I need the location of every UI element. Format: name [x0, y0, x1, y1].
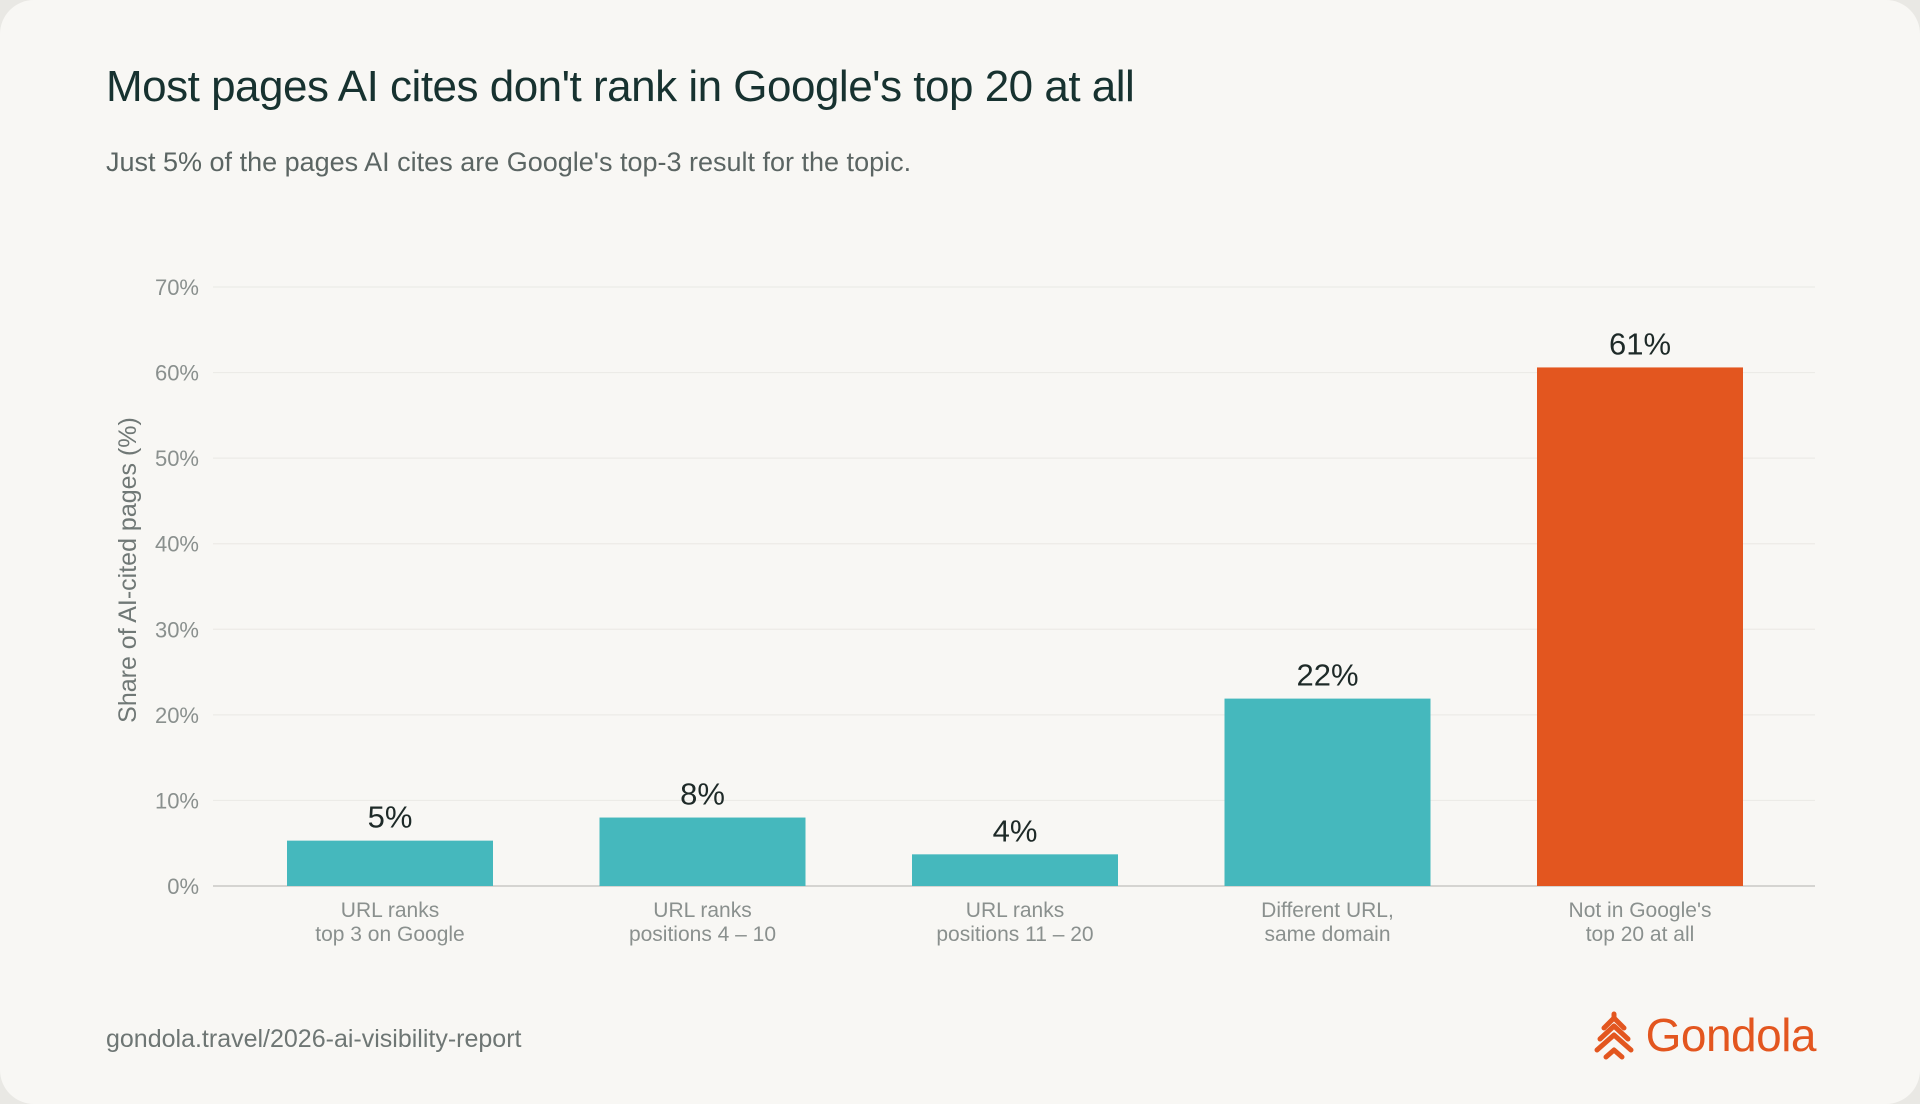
gondola-chevron-logo-icon — [1594, 1011, 1634, 1060]
bar — [599, 817, 806, 886]
chart-subtitle: Just 5% of the pages AI cites are Google… — [106, 147, 912, 177]
bar-value-label: 8% — [680, 777, 725, 812]
brand-logo: Gondola — [1594, 1008, 1817, 1062]
x-tick-label: positions 11 – 20 — [936, 923, 1093, 946]
bar-value-label: 5% — [368, 800, 413, 835]
bar — [287, 840, 493, 886]
y-tick-label: 60% — [155, 361, 199, 386]
x-tick-label: same domain — [1264, 923, 1390, 946]
bar-value-label: 4% — [993, 813, 1038, 848]
y-tick-label: 30% — [155, 617, 199, 642]
x-tick-label: top 3 on Google — [315, 923, 464, 946]
y-tick-label: 10% — [155, 788, 199, 813]
x-tick-label: top 20 at all — [1586, 923, 1695, 946]
x-tick-label: Different URL, — [1261, 899, 1394, 922]
x-tick-label: positions 4 – 10 — [629, 923, 776, 946]
x-tick-label: URL ranks — [653, 899, 751, 922]
x-tick-label: URL ranks — [341, 899, 439, 922]
bar — [1224, 698, 1431, 886]
bar-value-label: 22% — [1296, 658, 1358, 693]
brand-name: Gondola — [1645, 1009, 1817, 1061]
footer-url: gondola.travel/2026-ai-visibility-report — [106, 1025, 522, 1053]
bar — [912, 854, 1118, 886]
x-tick-label: URL ranks — [966, 899, 1064, 922]
y-tick-label: 70% — [155, 275, 199, 300]
y-tick-label: 0% — [167, 874, 199, 899]
bar — [1537, 367, 1743, 886]
y-tick-label: 20% — [155, 703, 199, 728]
y-tick-label: 40% — [155, 532, 199, 557]
chart-title: Most pages AI cites don't rank in Google… — [106, 62, 1135, 111]
y-axis-label: Share of AI-cited pages (%) — [114, 417, 142, 723]
bar-value-label: 61% — [1609, 326, 1671, 361]
x-tick-label: Not in Google's — [1569, 899, 1712, 922]
y-tick-label: 50% — [155, 446, 199, 471]
